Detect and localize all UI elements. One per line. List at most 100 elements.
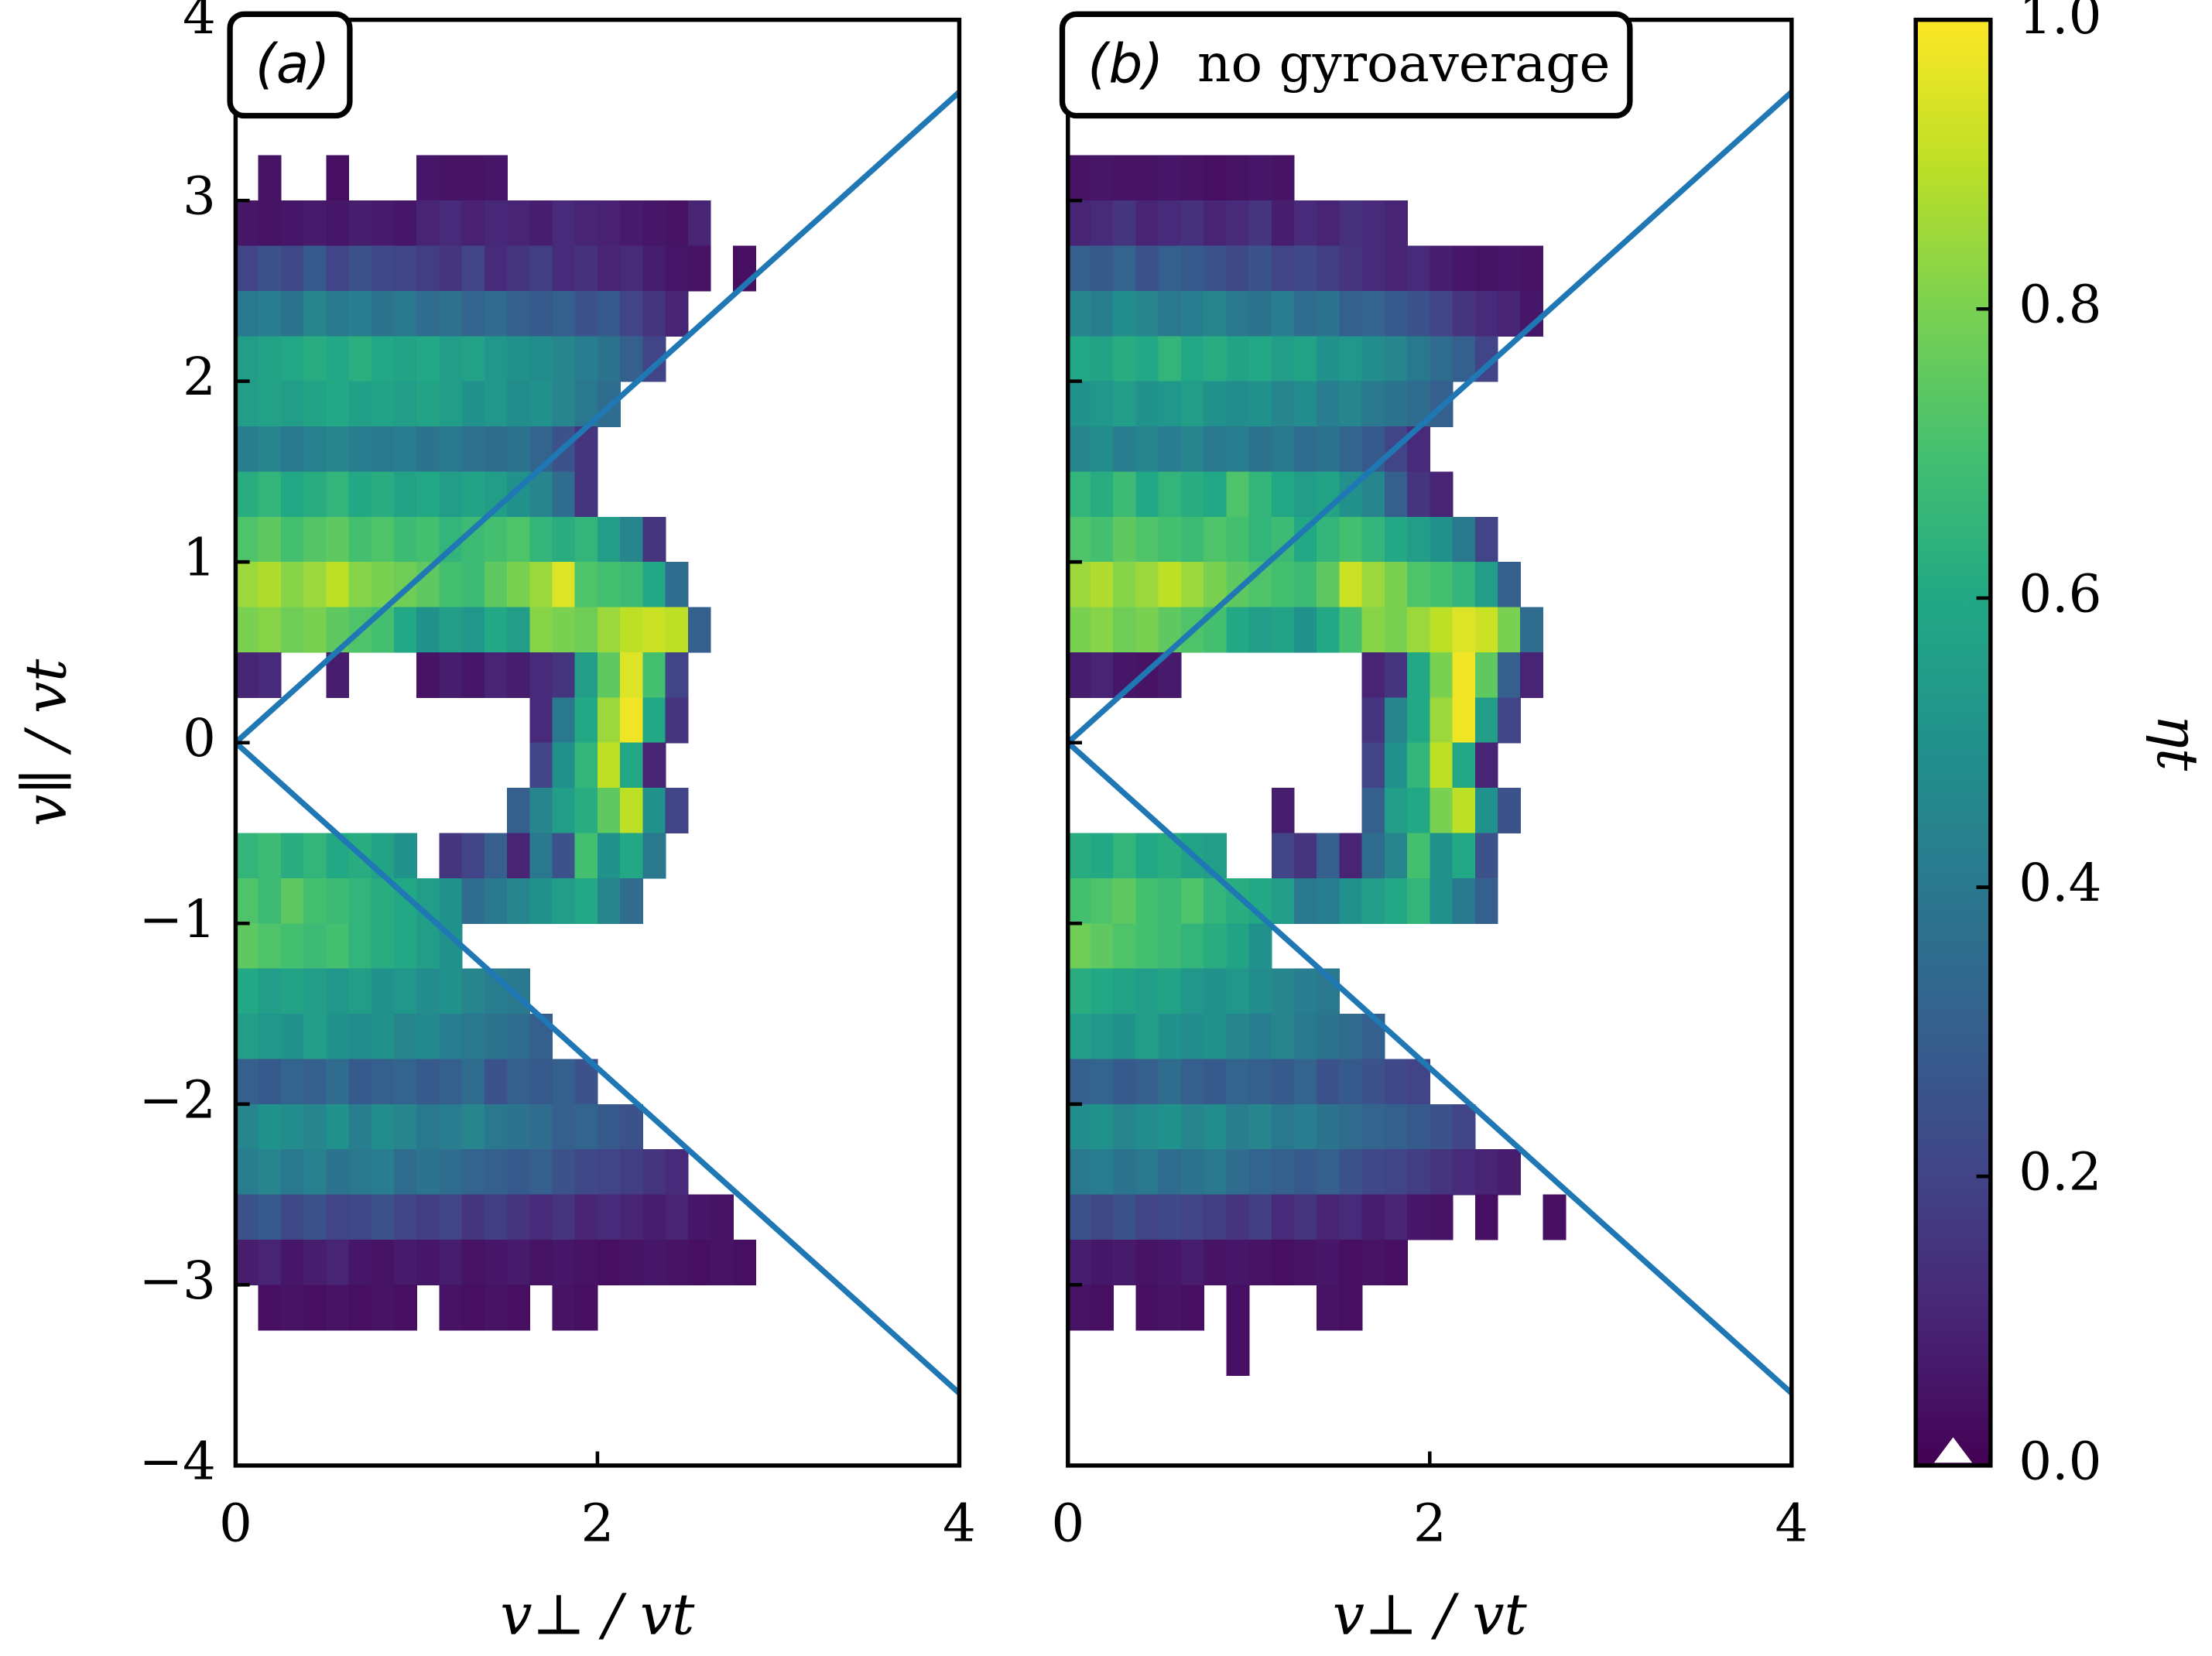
- heatmap-cell: [1180, 1194, 1204, 1240]
- heatmap-cell: [642, 833, 666, 879]
- heatmap-cell: [303, 562, 327, 608]
- heatmap-cell: [348, 426, 372, 473]
- heatmap-cell: [1091, 562, 1114, 608]
- heatmap-cell: [552, 697, 576, 744]
- heatmap-cell: [1317, 245, 1341, 292]
- y-tick-label: 3: [183, 166, 216, 227]
- heatmap-cell: [1317, 1014, 1341, 1060]
- heatmap-cell: [1248, 516, 1272, 563]
- heatmap-cell: [552, 788, 576, 834]
- heatmap-cell: [461, 1014, 485, 1060]
- heatmap-cell: [1271, 426, 1295, 473]
- heatmap-cell: [1067, 516, 1091, 563]
- heatmap-cell: [552, 1103, 576, 1150]
- heatmap-cell: [484, 290, 508, 337]
- heatmap-cell: [597, 878, 621, 924]
- heatmap-cell: [1158, 381, 1182, 427]
- heatmap-cell: [461, 1149, 485, 1196]
- heatmap-cell: [484, 336, 508, 382]
- heatmap-cell: [1271, 878, 1295, 924]
- panel-annotation: no gyroaverage: [1197, 33, 1610, 94]
- heatmap-cell: [552, 1239, 576, 1286]
- heatmap-cell: [439, 562, 463, 608]
- heatmap-cell: [1067, 290, 1091, 337]
- heatmap-cell: [1091, 923, 1114, 970]
- heatmap-cell: [1226, 1103, 1250, 1150]
- heatmap-cell: [371, 878, 395, 924]
- heatmap-cell: [665, 607, 689, 653]
- heatmap-cell: [439, 290, 463, 337]
- heatmap-cell: [711, 1194, 734, 1240]
- heatmap-cell: [258, 245, 282, 292]
- heatmap-cell: [371, 1239, 395, 1286]
- heatmap-cell: [1271, 381, 1295, 427]
- heatmap-cell: [1158, 1059, 1182, 1105]
- heatmap-cell: [552, 1285, 576, 1331]
- heatmap-cell: [439, 426, 463, 473]
- heatmap-cell: [1339, 426, 1363, 473]
- heatmap-cell: [1339, 290, 1363, 337]
- heatmap-cell: [1180, 516, 1204, 563]
- y-tick-label: −4: [139, 1430, 215, 1491]
- heatmap-cell: [1384, 516, 1408, 563]
- heatmap-cell: [326, 336, 350, 382]
- heatmap-cell: [1361, 200, 1385, 247]
- heatmap-cell: [371, 245, 395, 292]
- heatmap-cell: [1135, 1239, 1159, 1286]
- heatmap-cell: [461, 245, 485, 292]
- heatmap-cell: [235, 923, 259, 970]
- heatmap-cell: [1317, 381, 1341, 427]
- heatmap-cell: [1158, 878, 1182, 924]
- heatmap-cell: [258, 607, 282, 653]
- heatmap-cell: [348, 968, 372, 1014]
- heatmap-cell: [280, 1285, 304, 1331]
- heatmap-cell: [371, 1149, 395, 1196]
- heatmap-cell: [1113, 833, 1137, 879]
- heatmap-cell: [1430, 1149, 1454, 1196]
- heatmap-cell: [1067, 968, 1091, 1014]
- heatmap-cell: [484, 1149, 508, 1196]
- heatmap-cell: [1091, 1239, 1114, 1286]
- heatmap-cell: [280, 336, 304, 382]
- heatmap-cell: [1091, 290, 1114, 337]
- heatmap-cell: [1158, 562, 1182, 608]
- heatmap-cell: [416, 607, 440, 653]
- heatmap-cell: [348, 1059, 372, 1105]
- heatmap-cell: [507, 1285, 530, 1331]
- heatmap-cell: [303, 426, 327, 473]
- heatmap-cell: [1091, 1285, 1114, 1331]
- heatmap-cell: [235, 290, 259, 337]
- colorbar-tick-label: 0.0: [2019, 1430, 2101, 1491]
- heatmap-cell: [326, 245, 350, 292]
- heatmap-cell: [439, 336, 463, 382]
- heatmap-cell: [484, 1194, 508, 1240]
- heatmap-cell: [235, 1014, 259, 1060]
- heatmap-cell: [1317, 200, 1341, 247]
- heatmap-cell: [393, 1059, 417, 1105]
- heatmap-cell: [1293, 471, 1317, 518]
- heatmap-cell: [303, 968, 327, 1014]
- heatmap-cell: [529, 381, 553, 427]
- heatmap-cell: [326, 1103, 350, 1150]
- heatmap-cell: [1452, 607, 1476, 653]
- heatmap-cell: [348, 381, 372, 427]
- heatmap-cell: [1067, 1103, 1091, 1150]
- heatmap-cell: [1248, 607, 1272, 653]
- heatmap-cell: [574, 516, 598, 563]
- heatmap-cell: [416, 471, 440, 518]
- heatmap-cell: [326, 1285, 350, 1331]
- heatmap-cell: [439, 245, 463, 292]
- heatmap-cell: [1317, 1103, 1341, 1150]
- heatmap-cell: [1135, 607, 1159, 653]
- heatmap-cell: [348, 1149, 372, 1196]
- heatmap-cell: [1317, 1285, 1341, 1331]
- heatmap-cell: [1497, 1149, 1521, 1196]
- heatmap-cell: [1204, 1103, 1228, 1150]
- heatmap-cell: [280, 290, 304, 337]
- heatmap-cell: [1091, 1149, 1114, 1196]
- heatmap-cell: [574, 742, 598, 789]
- heatmap-cell: [1248, 968, 1272, 1014]
- heatmap-cell: [1474, 1149, 1498, 1196]
- colorbar-label: ηt: [2144, 714, 2210, 772]
- heatmap-cell: [1430, 878, 1454, 924]
